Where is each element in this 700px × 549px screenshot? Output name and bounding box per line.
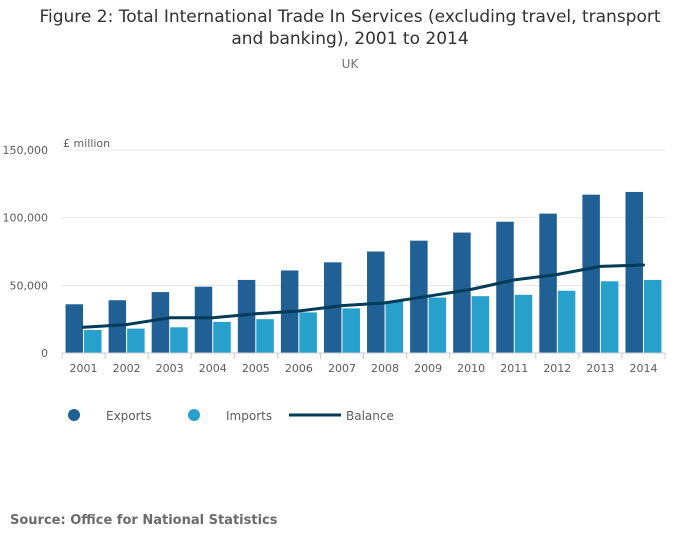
x-tick-label: 2013 — [586, 362, 614, 375]
bar-imports — [385, 301, 404, 353]
bar-imports — [127, 328, 145, 353]
bar-imports — [256, 319, 274, 353]
x-tick-label: 2010 — [457, 362, 485, 375]
bar-imports — [600, 281, 619, 353]
chart-title: Figure 2: Total International Trade In S… — [0, 6, 700, 50]
bar-imports — [342, 308, 360, 353]
legend-imports-label: Imports — [226, 409, 272, 423]
y-tick-label: 50,000 — [10, 279, 49, 292]
x-tick-label: 2003 — [156, 362, 184, 375]
y-axis-label: £ million — [63, 137, 110, 150]
x-tick-label: 2001 — [70, 362, 98, 375]
x-tick-label: 2008 — [371, 362, 399, 375]
balance-line — [82, 263, 645, 329]
x-tick-label: 2014 — [629, 362, 657, 375]
bar-exports — [65, 304, 84, 353]
x-tick-label: 2004 — [199, 362, 227, 375]
bar-imports — [514, 294, 533, 353]
x-tick-label: 2012 — [543, 362, 571, 375]
bar-imports — [299, 312, 317, 353]
y-tick-label: 150,000 — [3, 144, 49, 157]
bar-imports — [643, 279, 662, 353]
bar-imports — [557, 290, 576, 353]
x-tick-label: 2002 — [113, 362, 141, 375]
bar-imports — [213, 321, 231, 353]
bar-exports — [539, 213, 557, 353]
x-tick-label: 2011 — [500, 362, 528, 375]
x-tick-label: 2009 — [414, 362, 442, 375]
bar-imports — [84, 329, 102, 353]
y-tick-label: 100,000 — [3, 212, 49, 225]
x-tick-label: 2005 — [242, 362, 270, 375]
bar-exports — [194, 286, 213, 353]
legend-exports-swatch — [68, 409, 80, 421]
bar-imports — [170, 327, 188, 353]
x-tick-label: 2006 — [285, 362, 313, 375]
chart-title-line-1: Figure 2: Total International Trade In S… — [39, 7, 661, 27]
chart-subtitle: UK — [341, 57, 359, 71]
bar-exports — [582, 194, 600, 353]
bar-exports — [625, 191, 643, 353]
bar-exports — [496, 221, 514, 353]
legend-imports-swatch — [188, 409, 200, 421]
legend-balance-label: Balance — [346, 409, 394, 423]
bar-exports — [151, 292, 170, 353]
source-note: Source: Office for National Statistics — [10, 513, 278, 528]
x-tick-label: 2007 — [328, 362, 356, 375]
chart-title-line-2: and banking), 2001 to 2014 — [231, 29, 469, 49]
bar-exports — [237, 279, 256, 353]
legend-exports-label: Exports — [106, 409, 152, 423]
y-tick-label: 0 — [41, 347, 48, 360]
bar-imports — [428, 297, 447, 353]
bar-imports — [471, 296, 490, 353]
bar-exports — [453, 232, 471, 353]
